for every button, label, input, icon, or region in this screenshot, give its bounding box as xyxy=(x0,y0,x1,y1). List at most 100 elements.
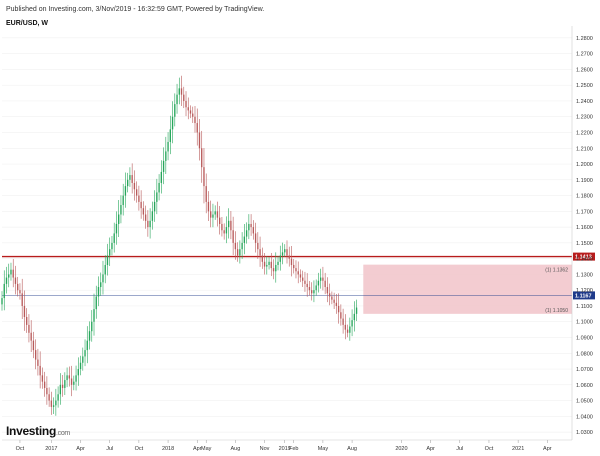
symbol-label: EUR/USD, W xyxy=(6,20,48,27)
candle-body xyxy=(263,261,266,267)
candle-body xyxy=(297,271,299,275)
x-tick-label: 2021 xyxy=(512,446,524,452)
x-tick-label: Oct xyxy=(485,446,494,452)
candle-body xyxy=(23,305,26,317)
candle-body xyxy=(73,381,75,385)
brand-name: Investing xyxy=(6,424,56,438)
candle-body xyxy=(113,233,115,243)
projection-bottom-label: (1) 1.1050 xyxy=(545,308,568,314)
candle-body xyxy=(342,318,344,325)
candle-body xyxy=(57,394,59,401)
brand-suffix: .com xyxy=(55,430,70,437)
candle-body xyxy=(19,290,21,294)
candle-body xyxy=(167,141,169,152)
candle-body xyxy=(82,356,84,363)
candle-body xyxy=(272,268,275,272)
candle-body xyxy=(324,280,326,288)
candle-body xyxy=(268,261,270,265)
x-tick-label: 2019 xyxy=(279,446,291,452)
x-tick-label: May xyxy=(201,446,212,452)
candle-body xyxy=(59,384,62,395)
candle-body xyxy=(299,274,302,278)
candle-body xyxy=(17,283,19,291)
candle-body xyxy=(340,312,342,319)
y-tick-label: 1.2200 xyxy=(576,131,593,137)
candle-body xyxy=(32,340,35,351)
candle-body xyxy=(221,223,223,231)
resistance-tag xyxy=(573,252,595,261)
y-tick-label: 1.1100 xyxy=(576,304,592,310)
candle-body xyxy=(281,252,284,256)
x-tick-label: Oct xyxy=(16,446,25,452)
candle-body xyxy=(48,394,50,401)
candle-body xyxy=(351,320,353,327)
candle-body xyxy=(93,309,95,322)
candle-body xyxy=(223,230,225,234)
candle-body xyxy=(46,387,48,395)
x-tick-label: Nov xyxy=(260,446,270,452)
candle-body xyxy=(158,182,160,193)
candle-body xyxy=(169,129,171,142)
candle-body xyxy=(275,264,277,272)
candle-body xyxy=(319,277,322,281)
candle-body xyxy=(355,307,358,314)
candle-body xyxy=(14,277,17,284)
candle-body xyxy=(1,298,3,305)
x-tick-label: Apr xyxy=(76,446,85,452)
y-axis: 1.2800 1.2700 1.2600 1.2500 1.2400 1.2300 1.22… xyxy=(571,26,593,440)
y-tick-label: 1.1600 xyxy=(576,225,593,231)
candle-body xyxy=(241,242,243,250)
candle-body xyxy=(261,255,263,262)
grid-lines xyxy=(2,37,572,433)
candle-body xyxy=(212,214,214,218)
candle-body xyxy=(219,217,221,224)
candle-body xyxy=(192,113,194,117)
candle-body xyxy=(97,287,100,297)
candle-body xyxy=(129,175,131,180)
candle-body xyxy=(259,249,261,256)
candle-body xyxy=(277,261,279,265)
x-tick-label: Jul xyxy=(456,446,463,452)
x-tick-label: Apr xyxy=(543,446,552,452)
candle-body xyxy=(293,264,295,269)
candle-body xyxy=(86,340,88,351)
candle-body xyxy=(295,268,297,272)
y-tick-label: 1.2600 xyxy=(576,67,593,73)
x-tick-label: Jul xyxy=(106,446,113,452)
current-tag-label: 1.1167 xyxy=(575,293,592,299)
candle-body xyxy=(140,201,142,209)
candle-body xyxy=(245,230,248,237)
candle-body xyxy=(111,242,113,250)
candle-body xyxy=(30,332,32,341)
candle-body xyxy=(88,331,91,341)
candle-body xyxy=(232,230,234,243)
candle-body xyxy=(34,350,37,360)
candle-body xyxy=(335,302,338,306)
candle-body xyxy=(243,236,246,243)
y-tick-label: 1.1000 xyxy=(576,320,593,326)
candle-body xyxy=(115,223,118,234)
candle-body xyxy=(317,280,320,286)
candle-body xyxy=(331,296,333,300)
candle-body xyxy=(346,329,349,333)
candle-body xyxy=(28,324,30,333)
candle-body xyxy=(198,132,201,149)
y-tick-label: 1.2500 xyxy=(576,83,593,89)
candle-body xyxy=(353,313,355,321)
candle-body xyxy=(61,384,64,388)
x-tick-label: Oct xyxy=(135,446,144,452)
candle-body xyxy=(302,277,304,281)
candle-body xyxy=(279,255,281,262)
candle-body xyxy=(10,269,12,275)
candle-body xyxy=(205,186,207,202)
y-tick-label: 1.0900 xyxy=(576,336,593,342)
candle-body xyxy=(250,223,252,228)
y-tick-label: 1.2300 xyxy=(576,115,593,121)
x-tick-label: 2017 xyxy=(45,446,57,452)
candle-body xyxy=(349,326,351,333)
candle-body xyxy=(286,249,288,256)
candle-body xyxy=(131,175,133,183)
y-tick-label: 1.0800 xyxy=(576,351,593,357)
